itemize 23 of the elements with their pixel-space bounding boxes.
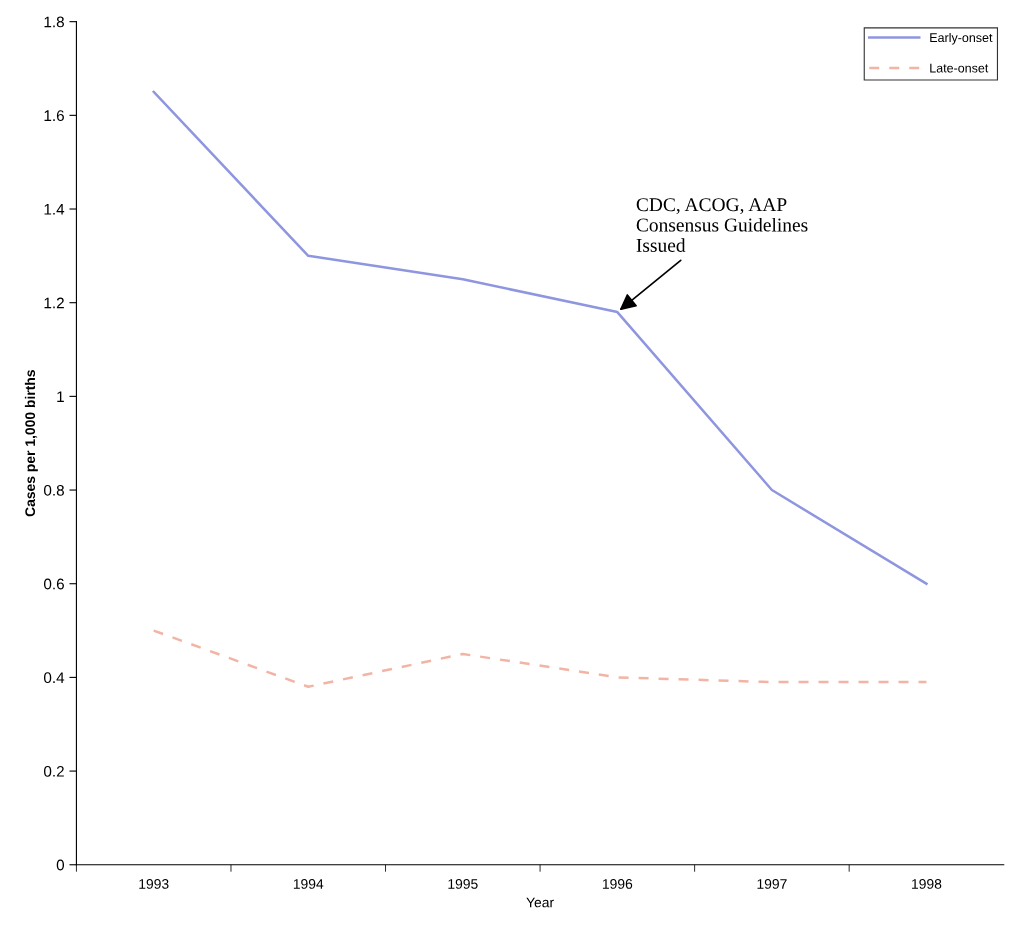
x-axis-title: Year [526, 897, 554, 908]
y-tick-label: 1.6 [44, 110, 64, 122]
y-tick-label: 0.4 [43, 672, 65, 684]
y-tick-label: 0 [56, 859, 65, 871]
line-series [152, 90, 928, 585]
legend-label: Late-onset [930, 63, 989, 73]
y-tick-label: 0.6 [43, 578, 64, 590]
x-tick-label: 1996 [602, 879, 633, 889]
annotation: CDC, ACOG, AAP Consensus Guidelines Issued [636, 198, 808, 252]
x-tick-label: 1997 [757, 879, 787, 889]
line-series [152, 629, 928, 689]
y-tick-label: 0.8 [43, 484, 64, 496]
y-tick-label: 1.2 [44, 297, 64, 309]
y-tick-label: 1.8 [44, 16, 64, 28]
x-tick-label: 1995 [448, 879, 478, 889]
y-tick-label: 1 [57, 391, 64, 402]
legend-label: Early-onset [930, 32, 993, 45]
y-tick-label: 1.4 [44, 204, 65, 215]
x-tick-label: 1993 [139, 879, 169, 889]
y-tick-label: 0.2 [43, 765, 64, 777]
x-tick-label: 1998 [912, 879, 942, 889]
x-tick-label: 1994 [293, 879, 324, 889]
y-axis-title: Cases per 1,000 births [24, 370, 38, 517]
